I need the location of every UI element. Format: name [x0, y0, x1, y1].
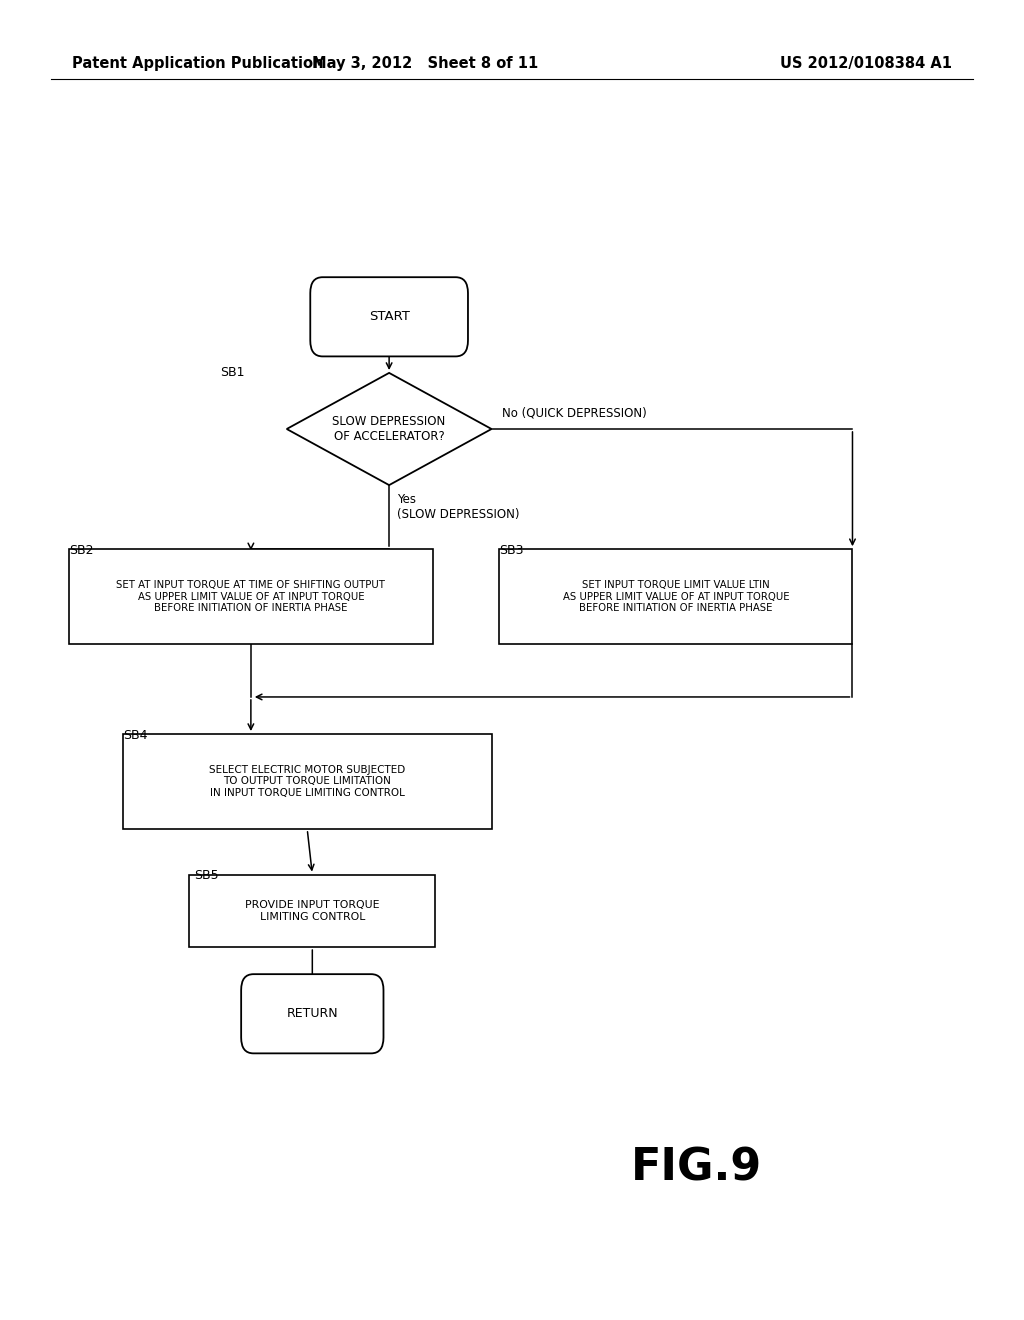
Text: Yes
(SLOW DEPRESSION): Yes (SLOW DEPRESSION)	[397, 492, 520, 521]
Text: PROVIDE INPUT TORQUE
LIMITING CONTROL: PROVIDE INPUT TORQUE LIMITING CONTROL	[245, 900, 380, 921]
Text: SB4: SB4	[123, 729, 147, 742]
Text: SET AT INPUT TORQUE AT TIME OF SHIFTING OUTPUT
AS UPPER LIMIT VALUE OF AT INPUT : SET AT INPUT TORQUE AT TIME OF SHIFTING …	[117, 579, 385, 614]
Polygon shape	[287, 372, 492, 484]
Text: Patent Application Publication: Patent Application Publication	[72, 55, 324, 71]
Text: START: START	[369, 310, 410, 323]
FancyBboxPatch shape	[70, 549, 432, 644]
FancyBboxPatch shape	[310, 277, 468, 356]
Text: US 2012/0108384 A1: US 2012/0108384 A1	[780, 55, 952, 71]
Text: SB1: SB1	[220, 366, 245, 379]
Text: FIG.9: FIG.9	[631, 1147, 762, 1189]
FancyBboxPatch shape	[189, 875, 435, 948]
Text: SB3: SB3	[500, 544, 523, 557]
FancyBboxPatch shape	[500, 549, 852, 644]
Text: SB2: SB2	[70, 544, 93, 557]
Text: SELECT ELECTRIC MOTOR SUBJECTED
TO OUTPUT TORQUE LIMITATION
IN INPUT TORQUE LIMI: SELECT ELECTRIC MOTOR SUBJECTED TO OUTPU…	[209, 764, 406, 799]
Text: SET INPUT TORQUE LIMIT VALUE LTIN
AS UPPER LIMIT VALUE OF AT INPUT TORQUE
BEFORE: SET INPUT TORQUE LIMIT VALUE LTIN AS UPP…	[562, 579, 790, 614]
Text: SB5: SB5	[195, 869, 219, 882]
Text: No (QUICK DEPRESSION): No (QUICK DEPRESSION)	[502, 407, 646, 420]
Text: May 3, 2012   Sheet 8 of 11: May 3, 2012 Sheet 8 of 11	[312, 55, 538, 71]
Text: SLOW DEPRESSION
OF ACCELERATOR?: SLOW DEPRESSION OF ACCELERATOR?	[333, 414, 445, 444]
FancyBboxPatch shape	[123, 734, 492, 829]
FancyBboxPatch shape	[242, 974, 383, 1053]
Text: RETURN: RETURN	[287, 1007, 338, 1020]
